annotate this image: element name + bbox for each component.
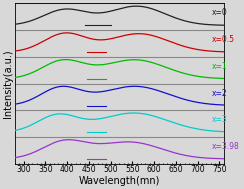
Text: x=2: x=2 xyxy=(212,88,227,98)
Text: x=3.98: x=3.98 xyxy=(212,142,239,151)
Text: x=0.5: x=0.5 xyxy=(212,35,235,44)
Text: x=0: x=0 xyxy=(212,8,227,17)
X-axis label: Wavelength(mn): Wavelength(mn) xyxy=(79,176,160,186)
Y-axis label: Intensity(a.u.): Intensity(a.u.) xyxy=(3,49,13,118)
Text: x=3: x=3 xyxy=(212,115,227,124)
Text: x=1: x=1 xyxy=(212,62,227,71)
